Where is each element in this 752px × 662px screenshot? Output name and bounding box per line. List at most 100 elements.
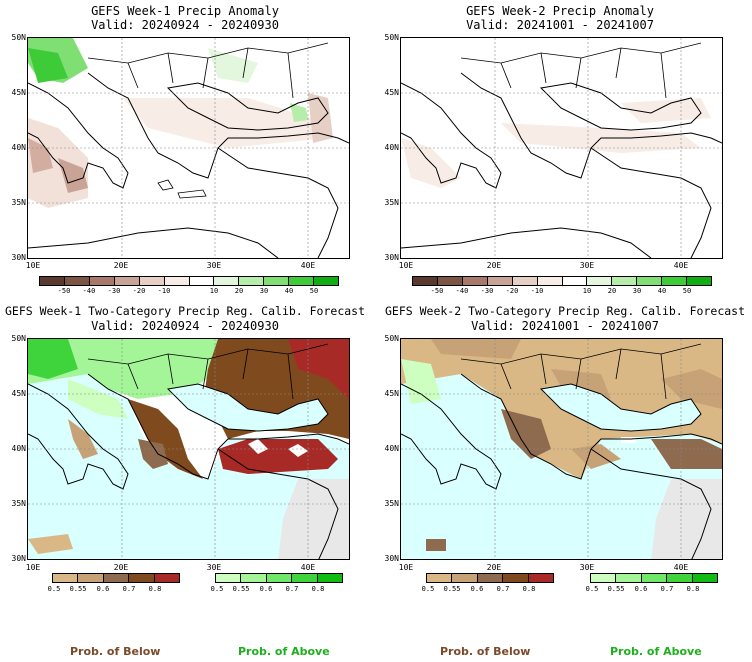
panel2-lon-20e: 20E (486, 261, 502, 270)
panel4-lat-45n: 45N (384, 389, 399, 398)
colorbar-swatch (78, 574, 104, 582)
p3-below-label: 0.6 (96, 585, 110, 593)
p3-below-label: 0.7 (122, 585, 136, 593)
p1-cbar-label: 20 (234, 287, 244, 295)
panel2-lat-40n: 40N (384, 143, 399, 152)
panel1-lat-30n: 30N (11, 253, 26, 262)
panel1-lat-50n: 50N (11, 33, 26, 42)
p4-above-label: 0.55 (607, 585, 625, 593)
colorbar-swatch (427, 574, 453, 582)
p2-cbar-label: -10 (530, 287, 544, 295)
footer-above-label-right: Prob. of Above (610, 645, 702, 658)
panel4-lon-20e: 20E (486, 563, 502, 572)
panel2-lon-30e: 30E (579, 261, 595, 270)
panel2-lon-40e: 40E (673, 261, 689, 270)
colorbar-swatch (587, 277, 613, 285)
colorbar-swatch (667, 574, 693, 582)
panel3-lat-50n: 50N (11, 334, 26, 343)
colorbar-swatch (662, 277, 688, 285)
panel3-title-line2: Valid: 20240924 - 20240930 (91, 319, 279, 333)
colorbar-swatch (292, 574, 318, 582)
p1-cbar-label: 40 (284, 287, 294, 295)
p4-below-label: 0.6 (470, 585, 484, 593)
p4-below-label: 0.5 (421, 585, 435, 593)
panel4-title-line1: GEFS Week-2 Two-Category Precip Reg. Cal… (385, 304, 746, 318)
colorbar-swatch (487, 277, 513, 285)
p4-above-label: 0.5 (585, 585, 599, 593)
p4-below-label: 0.8 (522, 585, 536, 593)
colorbar-swatch (139, 277, 165, 285)
footer-below-label-right: Prob. of Below (440, 645, 531, 658)
colorbar-swatch (216, 574, 242, 582)
panel1-map (27, 37, 350, 259)
colorbar-swatch (189, 277, 215, 285)
panel2-lon-10e: 10E (398, 261, 414, 270)
p3-above-label: 0.7 (285, 585, 299, 593)
panel3-title-line1: GEFS Week-1 Two-Category Precip Reg. Cal… (5, 304, 366, 318)
colorbar-swatch (591, 574, 617, 582)
panel1-lat-45n: 45N (11, 88, 26, 97)
colorbar-swatch (114, 277, 140, 285)
colorbar-swatch (612, 277, 638, 285)
panel2-title-line2: Valid: 20241001 - 20241007 (466, 18, 654, 32)
colorbar-swatch (154, 574, 180, 582)
colorbar-swatch (317, 574, 343, 582)
p1-cbar-label: 10 (209, 287, 219, 295)
panel4-lat-50n: 50N (384, 334, 399, 343)
panel4-lat-35n: 35N (384, 499, 399, 508)
panel4-lon-40e: 40E (673, 563, 689, 572)
footer-below-label-left: Prob. of Below (70, 645, 161, 658)
panel2-lat-45n: 45N (384, 88, 399, 97)
colorbar-swatch (452, 574, 478, 582)
panel1-lon-30e: 30E (206, 261, 222, 270)
panel1-lon-20e: 20E (113, 261, 129, 270)
p1-cbar-label: -50 (57, 287, 71, 295)
colorbar-swatch (89, 277, 115, 285)
p4-below-label: 0.7 (496, 585, 510, 593)
panel4-above-colorbar (590, 573, 718, 583)
panel1-lat-35n: 35N (11, 198, 26, 207)
colorbar-swatch (214, 277, 240, 285)
colorbar-swatch (687, 277, 712, 285)
colorbar-swatch (512, 277, 538, 285)
panel4-lon-10e: 10E (398, 563, 414, 572)
panel2-lat-30n: 30N (384, 253, 399, 262)
colorbar-swatch (413, 277, 438, 285)
p3-above-label: 0.5 (210, 585, 224, 593)
p3-above-label: 0.55 (232, 585, 250, 593)
colorbar-swatch (637, 277, 663, 285)
colorbar-swatch (562, 277, 588, 285)
panel3-above-colorbar (215, 573, 343, 583)
colorbar-swatch (64, 277, 90, 285)
colorbar-swatch (528, 574, 554, 582)
colorbar-swatch (537, 277, 563, 285)
p2-cbar-label: -20 (505, 287, 519, 295)
p1-cbar-label: -10 (157, 287, 171, 295)
p2-cbar-label: 50 (682, 287, 692, 295)
colorbar-swatch (314, 277, 339, 285)
colorbar-swatch (239, 277, 265, 285)
p1-cbar-label: -40 (82, 287, 96, 295)
panel1-title-line1: GEFS Week-1 Precip Anomaly (91, 4, 279, 18)
colorbar-swatch (129, 574, 155, 582)
panel3-lat-40n: 40N (11, 444, 26, 453)
p2-cbar-label: -40 (455, 287, 469, 295)
colorbar-swatch (53, 574, 79, 582)
p2-cbar-label: 30 (632, 287, 642, 295)
panel3-lon-40e: 40E (300, 563, 316, 572)
panel3-lon-30e: 30E (206, 563, 222, 572)
colorbar-swatch (477, 574, 504, 582)
panel3-lon-10e: 10E (25, 563, 41, 572)
panel4-title-line2: Valid: 20241001 - 20241007 (471, 319, 659, 333)
panel1-anomaly-colorbar (39, 276, 339, 286)
p2-cbar-label: 40 (657, 287, 667, 295)
colorbar-swatch (164, 277, 190, 285)
p3-above-label: 0.8 (311, 585, 325, 593)
p1-cbar-label: -30 (107, 287, 121, 295)
panel3-lon-20e: 20E (113, 563, 129, 572)
panel4-below-colorbar (426, 573, 554, 583)
panel4-map (400, 338, 723, 560)
panel3-lat-45n: 45N (11, 389, 26, 398)
colorbar-swatch (692, 574, 718, 582)
panel4-lat-40n: 40N (384, 444, 399, 453)
